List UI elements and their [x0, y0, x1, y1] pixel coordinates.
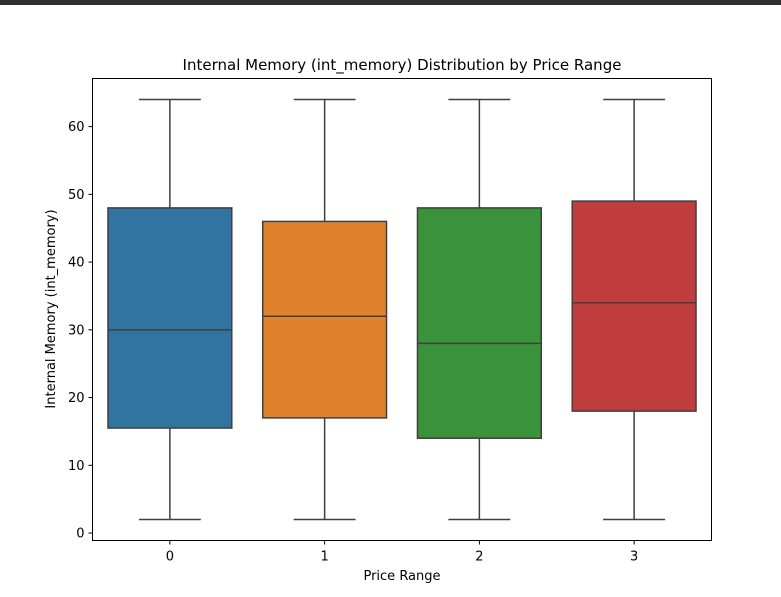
window-top-bar [0, 0, 781, 5]
y-tick-label: 10 [68, 459, 85, 474]
x-axis-label: Price Range [363, 569, 440, 584]
y-tick-label: 20 [68, 391, 85, 406]
box-group-0 [107, 98, 233, 521]
y-tick-label: 60 [68, 120, 85, 135]
x-tick-label: 0 [166, 550, 174, 565]
axes-frame [92, 78, 712, 541]
y-axis: 0 10 20 30 40 50 60 [68, 120, 93, 542]
chart-title: Internal Memory (int_memory) Distributio… [183, 56, 622, 75]
box [107, 207, 233, 429]
y-tick-label: 50 [68, 188, 85, 203]
y-tick-label: 0 [76, 527, 84, 542]
box-group-3 [571, 98, 697, 521]
x-tick-label: 1 [320, 550, 328, 565]
x-axis: 0 1 2 3 [166, 540, 638, 565]
box [261, 220, 388, 419]
plot-area [107, 98, 697, 521]
box [416, 207, 543, 439]
box-group-1 [261, 98, 388, 521]
box-group-2 [416, 98, 543, 521]
y-tick-label: 40 [68, 256, 85, 271]
y-axis-label: Internal Memory (int_memory) [44, 209, 59, 408]
x-tick-label: 2 [475, 550, 483, 565]
box [571, 200, 697, 412]
x-tick-label: 3 [630, 550, 638, 565]
y-tick-label: 30 [68, 323, 85, 338]
